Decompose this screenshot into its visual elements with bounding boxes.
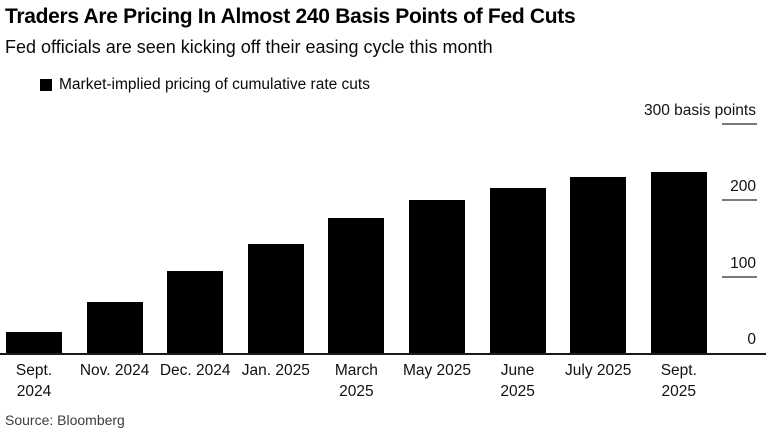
y-axis-tick-label: 300 basis points bbox=[643, 102, 756, 119]
y-axis-tick-line bbox=[722, 275, 757, 278]
chart-title: Traders Are Pricing In Almost 240 Basis … bbox=[5, 5, 576, 28]
x-axis-label: Jan. 2025 bbox=[241, 362, 310, 379]
x-axis-label: Sept. 2024 bbox=[15, 362, 53, 400]
bar bbox=[489, 188, 546, 353]
y-axis-tick-label: 200 bbox=[730, 178, 756, 196]
legend-label: Market-implied pricing of cumulative rat… bbox=[59, 76, 370, 93]
bar bbox=[328, 217, 385, 353]
chart-subtitle: Fed officials are seen kicking off their… bbox=[5, 37, 493, 57]
y-axis-tick-line bbox=[722, 123, 757, 125]
x-axis-line bbox=[0, 353, 766, 355]
x-axis-label: Sept. 2025 bbox=[660, 362, 697, 400]
x-axis-label: March 2025 bbox=[334, 362, 378, 400]
bar bbox=[247, 243, 304, 353]
x-axis-label: Nov. 2024 bbox=[79, 362, 150, 379]
y-axis-tick-line bbox=[722, 199, 757, 202]
y-axis-tick-label: 0 bbox=[747, 331, 756, 348]
y-axis-tick-label: 100 bbox=[730, 254, 756, 272]
bar bbox=[650, 172, 707, 353]
bar bbox=[570, 177, 627, 353]
x-axis-label: July 2025 bbox=[565, 362, 632, 379]
bar bbox=[6, 332, 62, 353]
x-axis-label: June 2025 bbox=[500, 362, 535, 400]
x-axis-label: May 2025 bbox=[402, 362, 472, 379]
chart-legend: Market-implied pricing of cumulative rat… bbox=[40, 76, 370, 94]
x-axis-label: Dec. 2024 bbox=[159, 362, 231, 379]
bar bbox=[167, 270, 224, 353]
source-note: Source: Bloomberg bbox=[5, 412, 125, 428]
bar bbox=[86, 301, 143, 353]
legend-swatch-icon bbox=[40, 79, 52, 91]
bar bbox=[409, 199, 465, 353]
